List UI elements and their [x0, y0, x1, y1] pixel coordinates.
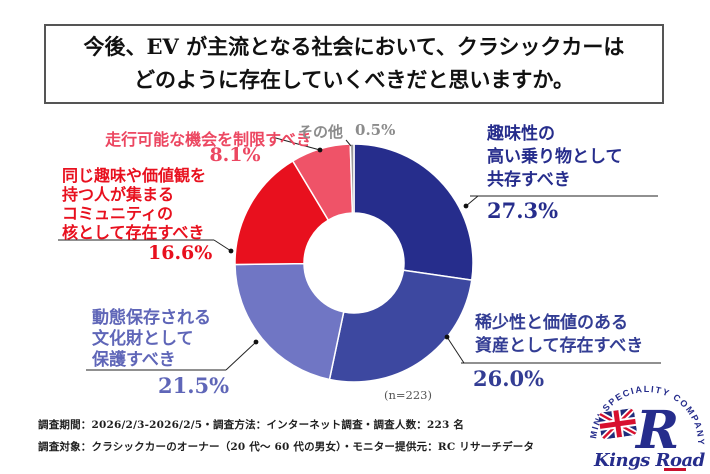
footnote-line-2: 調査対象：クラシックカーのオーナー（20 代～ 60 代の男女）・モニター提供元… — [38, 441, 535, 453]
callout-other-pct: 0.5% — [355, 121, 396, 139]
callout-other-label: その他 — [298, 123, 344, 141]
sample-size-label: (n=223) — [384, 388, 432, 402]
callout-community-line3: コミュニティの — [62, 204, 174, 223]
kings-road-logo: MINI SPECIALITY COMPANY R Kings Road — [588, 384, 706, 471]
callout-coexist-label: 趣味性の 高い乗り物として 共存すべき — [487, 123, 623, 192]
title-box: 今後、EV が主流となる社会において、クラシックカーは どのように存在していくべ… — [44, 24, 664, 104]
callout-community-line1: 同じ趣味や価値観を — [62, 166, 207, 185]
callout-coexist-line2: 高い乗り物として — [487, 147, 623, 167]
title-line-1: 今後、EV が主流となる社会において、クラシックカーは — [83, 34, 625, 60]
callout-preserve-line1: 動態保存される — [92, 308, 211, 328]
callout-coexist-pct: 27.3% — [487, 198, 559, 223]
callout-preserve-line3: 保護すべき — [92, 350, 176, 370]
callout-preserve-label: 動態保存される 文化財として 保護すべき — [92, 308, 211, 371]
callout-coexist-line1: 趣味性の — [487, 124, 555, 144]
callout-asset-label: 稀少性と価値のある 資産として存在すべき — [475, 312, 643, 358]
pie-segment-0 — [353, 143, 474, 281]
logo-brand-accent — [664, 468, 686, 471]
logo-r-monogram: R — [634, 400, 679, 461]
callout-coexist-line3: 共存すべき — [487, 170, 571, 190]
pie-segment-3 — [234, 159, 330, 266]
pie-segment-1 — [328, 269, 473, 383]
callout-restrict-pct: 8.1% — [209, 144, 261, 166]
pie-segment-2 — [234, 262, 345, 381]
pie-segment-5 — [349, 143, 355, 214]
callout-preserve-line2: 文化財として — [92, 329, 194, 349]
leader-lines — [58, 136, 661, 371]
callout-community-line4: 核として存在すべき — [62, 223, 205, 242]
callout-other: その他 0.5% — [298, 121, 395, 142]
title-line-2: どのように存在していくべきだと思いますか。 — [134, 67, 574, 92]
logo-brand-text: Kings Road — [593, 450, 706, 471]
callout-asset-line2: 資産として存在すべき — [475, 336, 644, 356]
callout-community-line2: 持つ人が集まる — [62, 185, 175, 204]
callout-asset-line1: 稀少性と価値のある — [475, 313, 628, 333]
union-jack-icon — [598, 407, 638, 440]
callout-restrict-label: 走行可能な機会を制限すべき — [105, 130, 312, 149]
callout-community-pct: 16.6% — [148, 242, 213, 264]
callout-asset-pct: 26.0% — [473, 366, 545, 391]
footnote-line-1: 調査期間：2026/2/3-2026/2/5・調査方法：インターネット調査・調査… — [38, 419, 465, 431]
callout-community-label: 同じ趣味や価値観を 持つ人が集まる コミュニティの 核として存在すべき — [62, 166, 206, 242]
callout-preserve-pct: 21.5% — [158, 373, 230, 398]
